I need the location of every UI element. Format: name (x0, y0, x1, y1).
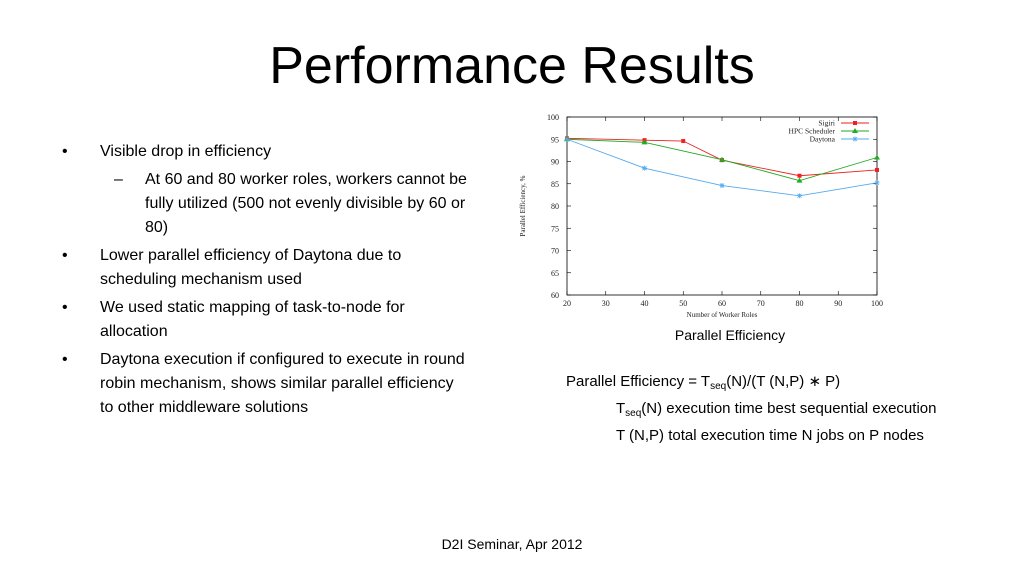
data-point (875, 167, 879, 172)
x-tick-label: 60 (718, 299, 726, 308)
y-tick-label: 60 (551, 291, 559, 300)
bullet-text: We used static mapping of task-to-node f… (100, 299, 405, 340)
formula-line: Parallel Efficiency = Tseq(N)/(T (N,P) ∗… (566, 371, 1006, 392)
formula-subscript: seq (710, 381, 727, 392)
bullet-text: Lower parallel efficiency of Daytona due… (100, 247, 402, 288)
data-point (797, 193, 802, 199)
bullet-item: • We used static mapping of task-to-node… (58, 296, 468, 344)
chart-svg: 20 30 40 50 60 70 80 90 100 60 65 70 75 80 85 90 95 100 Nu… (519, 113, 883, 319)
bullet-item: • Visible drop in efficiency (58, 140, 468, 164)
y-axis-label: Parallel Efficiency, % (519, 175, 527, 236)
data-point (681, 139, 686, 144)
tseq-subscript: seq (625, 408, 642, 419)
data-point (564, 136, 570, 142)
data-point (719, 156, 725, 162)
formula-block: Parallel Efficiency = Tseq(N)/(T (N,P) ∗… (566, 371, 1006, 446)
y-tick-label: 80 (551, 202, 559, 211)
legend-label: HPC Scheduler (789, 127, 836, 136)
sub-bullet-item: – At 60 and 80 worker roles, workers can… (58, 168, 468, 240)
bullet-item: • Daytona execution if configured to exe… (58, 348, 468, 420)
y-tick-label: 65 (551, 269, 559, 278)
bullet-list: • Visible drop in efficiency – At 60 and… (58, 140, 468, 424)
formula-prefix: Parallel Efficiency = T (566, 373, 711, 390)
data-point (796, 177, 803, 183)
x-tick-label: 50 (679, 299, 687, 308)
bullet-item: • Lower parallel efficiency of Daytona d… (58, 244, 468, 292)
bullet-marker: • (62, 299, 68, 316)
bullet-marker: • (62, 143, 68, 160)
legend-marker (852, 128, 858, 133)
legend-label: Daytona (810, 135, 836, 144)
y-tick-label: 95 (551, 135, 559, 144)
x-tick-label: 20 (563, 299, 571, 308)
x-tick-label: 90 (834, 299, 842, 308)
efficiency-chart: 20 30 40 50 60 70 80 90 100 60 65 70 75 80 85 90 95 100 Nu… (512, 110, 892, 325)
y-tick-label: 90 (551, 158, 559, 167)
bullet-text: Visible drop in efficiency (100, 143, 272, 160)
legend-label: Sigiri (818, 119, 835, 128)
tseq-symbol: T (616, 400, 626, 417)
legend-marker (852, 136, 858, 142)
series-line (566, 137, 878, 177)
bullet-marker: • (62, 351, 68, 368)
x-axis-label: Number of Worker Roles (687, 311, 758, 319)
bullet-marker: • (62, 247, 68, 264)
chart-caption: Parallel Efficiency (674, 327, 786, 343)
x-tick-label: 70 (757, 299, 765, 308)
bullet-text: Daytona execution if configured to execu… (100, 351, 465, 416)
data-point (797, 173, 802, 178)
data-point (874, 180, 880, 186)
slide-footer: D2I Seminar, Apr 2012 (441, 536, 583, 552)
tseq-description: (N) execution time best sequential execu… (641, 400, 937, 417)
y-tick-label: 75 (551, 224, 559, 233)
x-tick-label: 80 (796, 299, 804, 308)
x-tick-label: 100 (871, 299, 883, 308)
tnp-definition: T (N,P) total execution time N jobs on P… (616, 427, 924, 444)
y-tick-label: 100 (547, 113, 559, 122)
plot-frame (566, 116, 878, 296)
slide-title: Performance Results (269, 37, 755, 95)
y-tick-label: 70 (551, 247, 559, 256)
data-point (874, 154, 880, 160)
data-point (642, 165, 647, 171)
formula-suffix: (N)/(T (N,P) ∗ P) (726, 373, 841, 390)
sub-bullet-text: At 60 and 80 worker roles, workers canno… (145, 171, 467, 236)
x-tick-label: 40 (641, 299, 649, 308)
y-tick-label: 85 (551, 180, 559, 189)
sub-bullet-marker: – (114, 171, 123, 188)
data-point (641, 139, 648, 145)
tseq-definition: Tseq(N) execution time best sequential e… (616, 398, 948, 419)
legend-marker (853, 121, 857, 125)
data-point (719, 183, 725, 189)
x-tick-label: 30 (602, 299, 610, 308)
